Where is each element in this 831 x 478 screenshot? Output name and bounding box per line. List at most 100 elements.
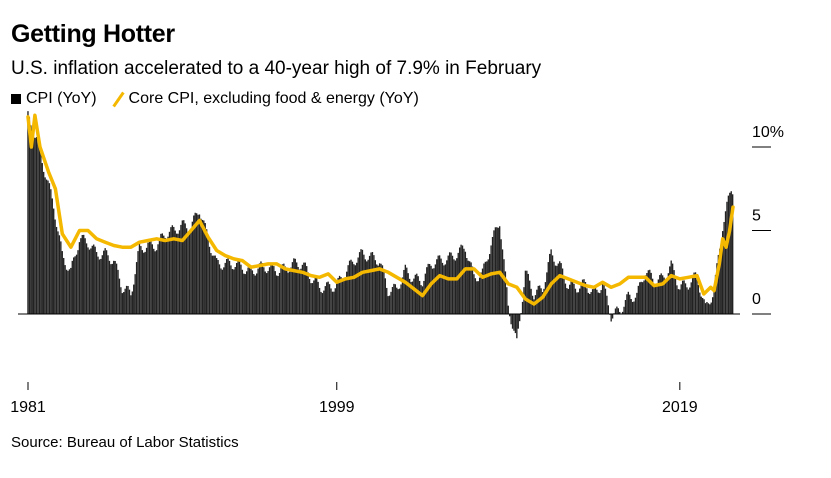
cpi-bar: [470, 262, 472, 314]
cpi-bar: [301, 264, 304, 314]
cpi-bar: [586, 288, 588, 314]
cpi-bar: [499, 226, 501, 314]
cpi-bar: [621, 311, 624, 314]
cpi-bar: [603, 285, 605, 314]
cpi-bar: [677, 289, 680, 314]
cpi-bar: [138, 243, 141, 314]
cpi-bar: [451, 255, 454, 314]
cpi-bar: [401, 277, 404, 314]
cpi-bar: [110, 264, 112, 314]
cpi-bar: [338, 275, 341, 314]
cpi-bar: [47, 180, 49, 314]
cpi-bar: [591, 289, 594, 314]
cpi-bar: [641, 282, 644, 314]
cpi-bar: [113, 260, 115, 314]
cpi-bar: [103, 250, 105, 314]
cpi-bar: [553, 261, 555, 314]
cpi-bar: [384, 278, 387, 314]
cpi-bar: [699, 292, 701, 314]
cpi-bar: [238, 260, 241, 314]
cpi-bar: [224, 262, 226, 314]
cpi-bar: [486, 261, 488, 314]
cpi-bar: [173, 226, 175, 314]
cpi-bar: [150, 240, 152, 314]
cpi-bar: [313, 280, 315, 314]
cpi-bar: [727, 195, 730, 314]
cpi-bar: [617, 308, 619, 314]
cpi-bar: [654, 286, 657, 314]
cpi-bar: [228, 260, 231, 314]
cpi-bar: [667, 273, 670, 314]
cpi-bar: [541, 292, 544, 314]
cpi-bar: [720, 241, 722, 314]
cpi-bar: [81, 234, 83, 314]
cpi-bar: [697, 284, 700, 314]
cpi-bar: [197, 214, 199, 314]
cpi-bar: [311, 283, 314, 314]
cpi-bar: [207, 238, 209, 314]
cpi-bar: [456, 258, 458, 314]
cpi-bar: [61, 251, 63, 314]
cpi-bar: [504, 271, 507, 314]
cpi-bar: [74, 256, 76, 314]
cpi-bar: [341, 279, 344, 314]
cpi-bar: [294, 258, 296, 314]
cpi-bar: [243, 273, 245, 314]
cpi-bar: [194, 212, 196, 314]
cpi-bar: [348, 260, 351, 314]
cpi-bar: [503, 259, 505, 314]
cpi-bar: [413, 278, 415, 314]
cpi-bar: [721, 231, 724, 314]
cpi-bar: [261, 263, 264, 314]
source-note: Source: Bureau of Labor Statistics: [11, 434, 239, 451]
cpi-bar: [344, 277, 346, 314]
cpi-bar: [283, 263, 285, 314]
cpi-bar: [381, 265, 384, 314]
cpi-bar: [448, 252, 451, 314]
cpi-bar: [676, 285, 678, 314]
cpi-bar: [674, 278, 677, 314]
cpi-bar: [709, 304, 711, 314]
cpi-bar: [600, 290, 602, 314]
cpi-bar: [524, 270, 527, 314]
cpi-bar: [107, 255, 109, 314]
cpi-bar: [496, 227, 498, 314]
cpi-bar: [501, 249, 504, 314]
cpi-bar: [533, 299, 535, 314]
cpi-bar: [198, 214, 201, 314]
cpi-bar: [460, 244, 462, 314]
cpi-bar: [574, 288, 577, 314]
cpi-bar: [438, 255, 441, 314]
cpi-bar: [104, 248, 106, 314]
cpi-bar: [30, 125, 32, 314]
cpi-bar: [343, 280, 345, 314]
cpi-bar: [43, 171, 45, 314]
cpi-bar: [466, 258, 468, 314]
cpi-bar: [87, 247, 89, 314]
cpi-bar: [364, 259, 366, 314]
cpi-bar: [457, 252, 459, 314]
cpi-bar: [393, 283, 395, 314]
cpi-bar: [71, 260, 73, 314]
cpi-bar: [160, 233, 162, 314]
cpi-bar: [210, 253, 212, 314]
cpi-bar: [390, 291, 392, 314]
cpi-bar: [35, 137, 38, 314]
cpi-bar: [273, 266, 275, 314]
cpi-bar: [529, 280, 531, 314]
cpi-bar: [54, 219, 56, 314]
cpi-bar: [277, 275, 279, 314]
cpi-bar: [200, 218, 202, 314]
cpi-bar: [567, 288, 569, 314]
cpi-bar: [170, 227, 172, 314]
cpi-bar: [724, 211, 727, 314]
cpi-bar: [513, 314, 515, 331]
cpi-bar: [153, 248, 155, 314]
cpi-bar: [634, 297, 637, 314]
cpi-bar: [693, 272, 695, 314]
cpi-bar: [350, 259, 352, 314]
cpi-bar: [34, 137, 36, 314]
cpi-bar: [458, 247, 461, 314]
cpi-bar: [183, 220, 185, 314]
